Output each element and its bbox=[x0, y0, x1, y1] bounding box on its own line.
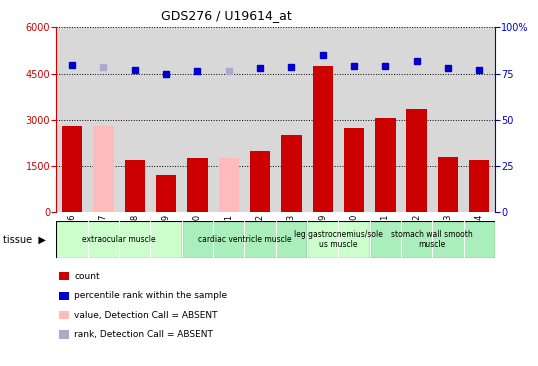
Bar bbox=[281, 135, 302, 212]
Text: leg gastrocnemius/sole
us muscle: leg gastrocnemius/sole us muscle bbox=[294, 230, 383, 250]
Bar bbox=[56, 221, 182, 258]
Bar bbox=[307, 221, 370, 258]
Text: cardiac ventricle muscle: cardiac ventricle muscle bbox=[197, 235, 291, 244]
Text: GDS276 / U19614_at: GDS276 / U19614_at bbox=[160, 9, 292, 22]
Text: rank, Detection Call = ABSENT: rank, Detection Call = ABSENT bbox=[74, 330, 213, 339]
Bar bbox=[93, 126, 114, 212]
Bar bbox=[344, 128, 364, 212]
Text: tissue  ▶: tissue ▶ bbox=[3, 235, 46, 245]
Bar bbox=[407, 109, 427, 212]
Bar bbox=[156, 175, 176, 212]
Text: extraocular muscle: extraocular muscle bbox=[82, 235, 156, 244]
Bar bbox=[469, 160, 490, 212]
Bar bbox=[375, 118, 395, 212]
Bar bbox=[182, 221, 307, 258]
Text: count: count bbox=[74, 272, 100, 281]
Bar bbox=[438, 157, 458, 212]
Text: percentile rank within the sample: percentile rank within the sample bbox=[74, 291, 228, 300]
Bar bbox=[218, 158, 239, 212]
Bar bbox=[313, 66, 333, 212]
Bar bbox=[62, 126, 82, 212]
Bar bbox=[250, 151, 270, 212]
Text: value, Detection Call = ABSENT: value, Detection Call = ABSENT bbox=[74, 311, 218, 320]
Bar bbox=[370, 221, 495, 258]
Text: stomach wall smooth
muscle: stomach wall smooth muscle bbox=[392, 230, 473, 250]
Bar bbox=[125, 160, 145, 212]
Bar bbox=[187, 158, 208, 212]
